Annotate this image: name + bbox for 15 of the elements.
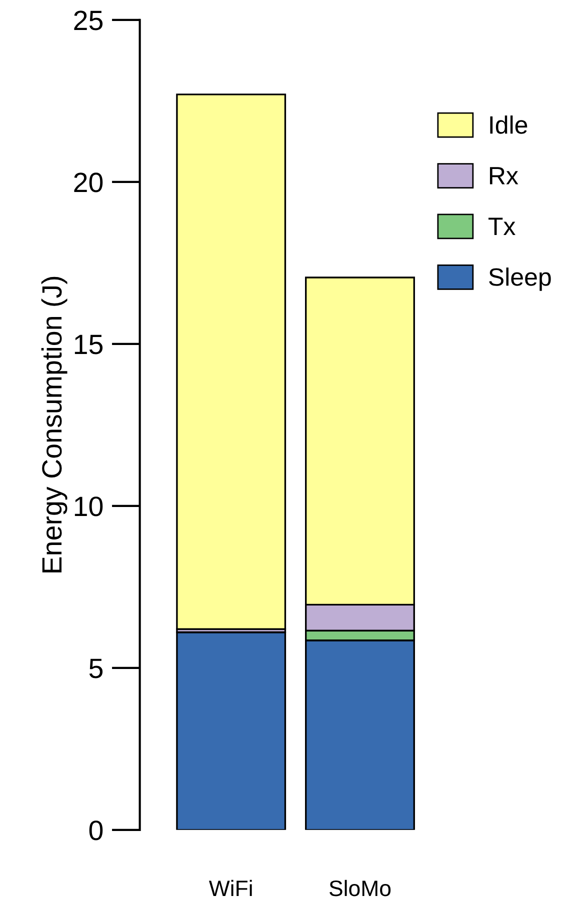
bar — [176, 631, 286, 830]
legend-label: Sleep — [489, 268, 551, 291]
x-tick-label: WiFi — [208, 880, 252, 896]
y-tick-label: 10 — [74, 496, 103, 516]
y-tick-label: 5 — [89, 658, 103, 678]
legend-label: Idle — [490, 115, 528, 134]
y-tick-label: 25 — [74, 10, 103, 30]
y-tick-label: 0 — [89, 820, 103, 840]
y-axis-title: Energy Consumption (J) — [41, 276, 68, 572]
legend-label: Rx — [490, 167, 518, 184]
bar — [176, 94, 286, 630]
y-tick-label: 15 — [74, 334, 103, 354]
x-tick-label: SloMo — [330, 880, 391, 896]
y-tick-label: 20 — [74, 172, 103, 192]
legend-label: Tx — [488, 218, 516, 235]
